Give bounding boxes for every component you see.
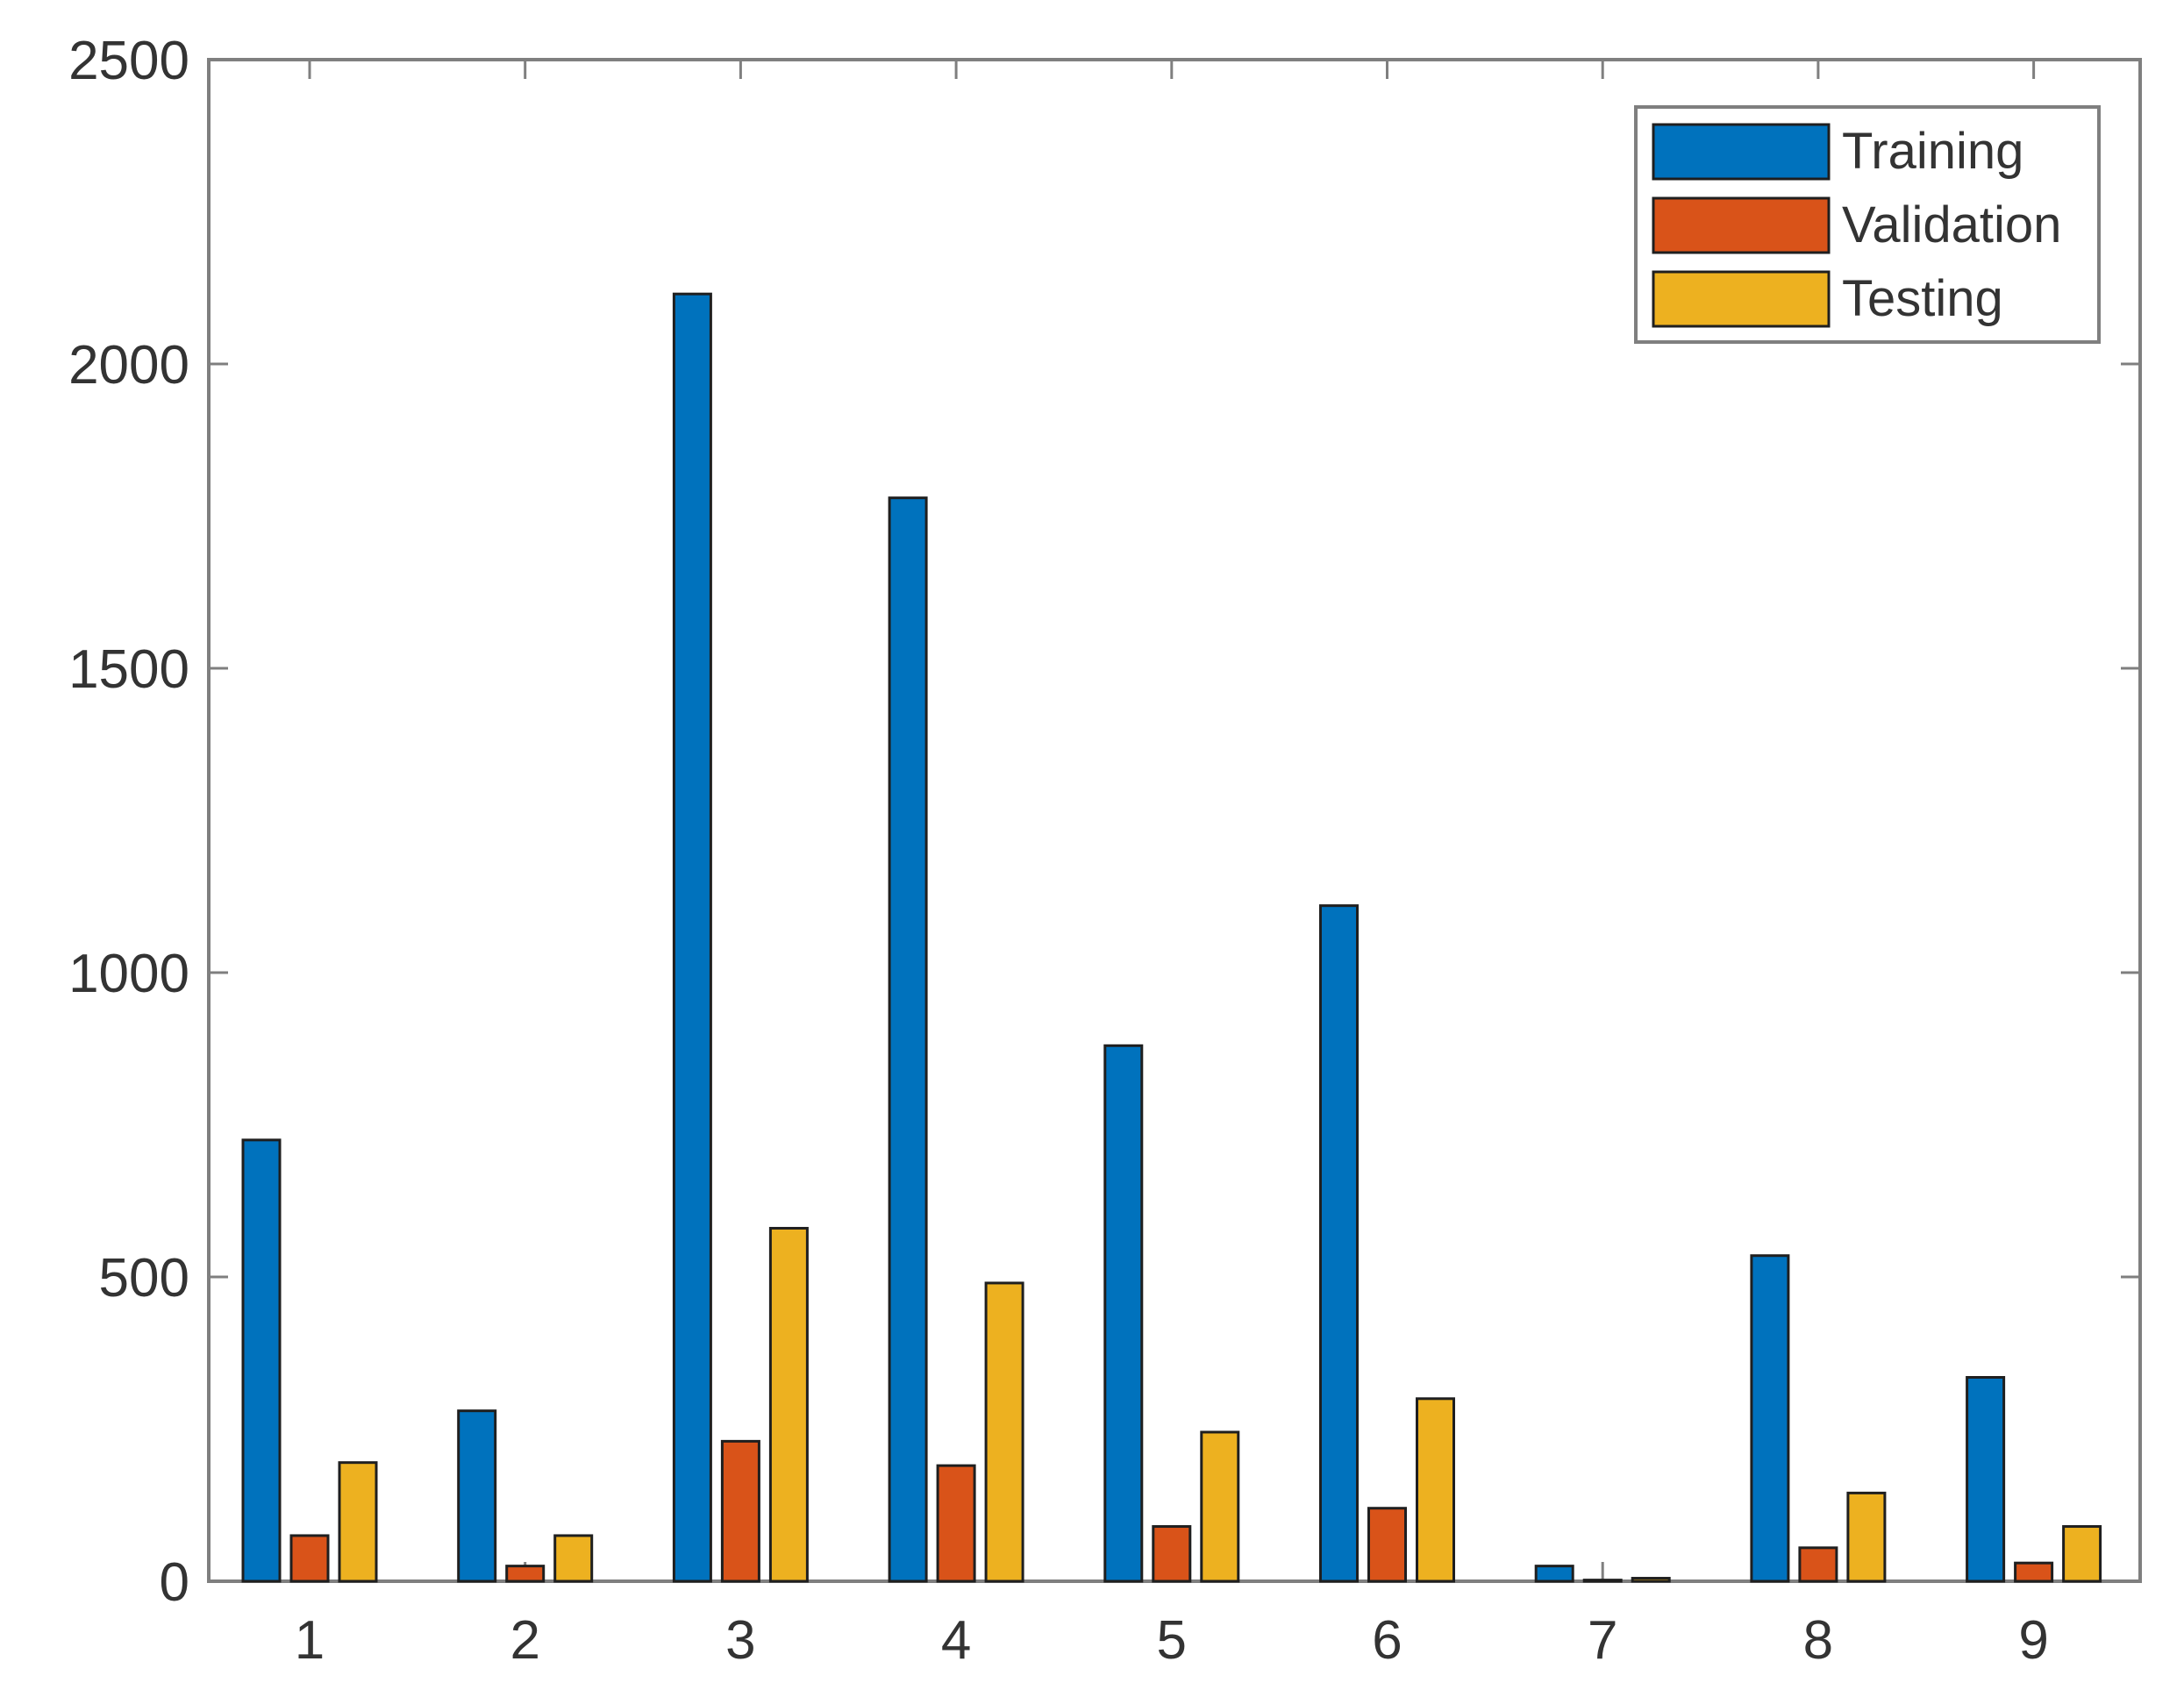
legend-label-testing: Testing xyxy=(1842,270,2003,327)
bar-validation-8 xyxy=(1798,1546,1838,1583)
x-tick-label: 7 xyxy=(1588,1610,1617,1671)
bar-testing-6 xyxy=(1416,1397,1455,1583)
x-tick-label: 9 xyxy=(2018,1610,2048,1671)
y-tick-label: 1500 xyxy=(68,639,189,700)
bar-validation-1 xyxy=(289,1534,330,1583)
bar-training-1 xyxy=(241,1138,282,1583)
x-tick-label: 6 xyxy=(1372,1610,1402,1671)
bar-training-6 xyxy=(1319,904,1359,1583)
y-tick-label: 500 xyxy=(99,1248,189,1309)
bar-training-4 xyxy=(888,496,928,1583)
y-tick-label: 1000 xyxy=(68,944,189,1004)
legend-label-validation: Validation xyxy=(1842,196,2061,253)
bar-training-7 xyxy=(1534,1565,1574,1583)
x-tick-label: 3 xyxy=(725,1610,755,1671)
bar-testing-2 xyxy=(553,1534,594,1583)
bar-testing-9 xyxy=(2062,1525,2102,1583)
x-tick-label: 1 xyxy=(295,1610,325,1671)
bar-training-5 xyxy=(1103,1044,1144,1583)
legend-label-training: Training xyxy=(1842,123,2023,180)
y-axis: 0 500 1000 1500 2000 2500 xyxy=(68,31,2140,1613)
bar-testing-8 xyxy=(1846,1491,1887,1583)
bar-validation-3 xyxy=(720,1439,760,1583)
bar-validation-4 xyxy=(936,1464,976,1583)
bar-training-9 xyxy=(1966,1376,2006,1583)
bar-testing-1 xyxy=(338,1461,378,1583)
y-tick-label: 2500 xyxy=(68,31,189,91)
bar-validation-9 xyxy=(2014,1561,2054,1583)
bar-validation-2 xyxy=(505,1565,546,1583)
x-tick-label: 8 xyxy=(1803,1610,1833,1671)
legend: Training Validation Testing xyxy=(1634,105,2101,344)
bar-validation-6 xyxy=(1367,1507,1407,1583)
x-tick-label: 2 xyxy=(510,1610,539,1671)
bar-series xyxy=(241,292,2102,1583)
x-tick-label: 5 xyxy=(1157,1610,1187,1671)
bar-validation-7 xyxy=(1582,1579,1623,1583)
bar-testing-4 xyxy=(984,1281,1024,1583)
legend-swatch-validation xyxy=(1652,196,1831,254)
legend-swatch-testing xyxy=(1652,270,1831,328)
y-tick-label: 2000 xyxy=(68,335,189,396)
bar-training-8 xyxy=(1750,1254,1790,1583)
x-tick-label: 4 xyxy=(941,1610,971,1671)
legend-swatch-training xyxy=(1652,123,1831,181)
bar-training-3 xyxy=(672,292,712,1583)
bar-validation-5 xyxy=(1152,1525,1192,1583)
bar-training-2 xyxy=(457,1409,497,1583)
y-tick-label: 0 xyxy=(160,1552,189,1613)
bar-testing-5 xyxy=(1200,1430,1240,1583)
bar-testing-3 xyxy=(768,1226,809,1583)
bar-testing-7 xyxy=(1631,1577,1671,1583)
